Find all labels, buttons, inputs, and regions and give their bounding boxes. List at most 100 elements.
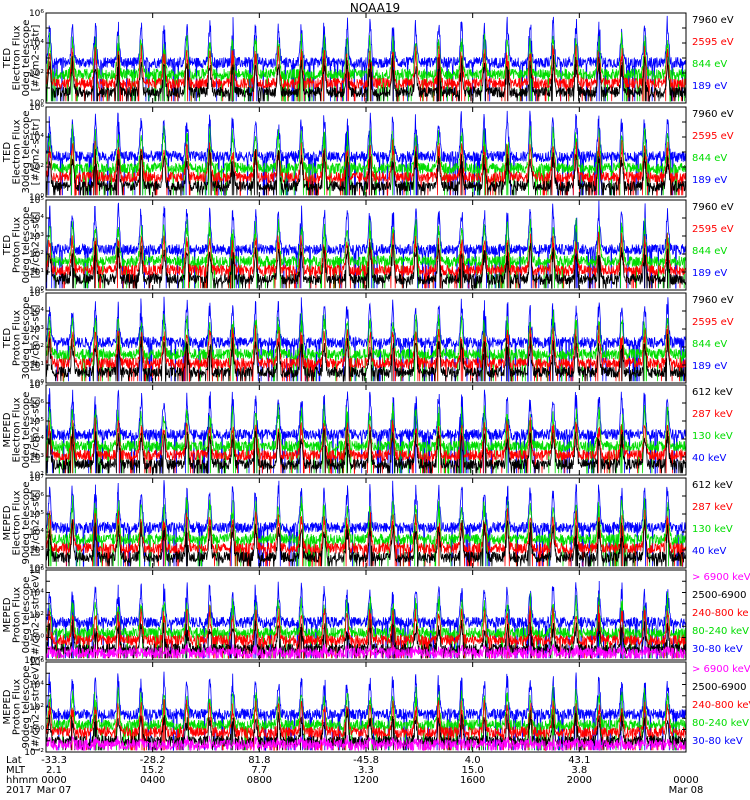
y-axis-label: MEPEDElectron Flux0deg telescope[#/cm2-s… xyxy=(2,392,42,469)
y-axis-label: TEDProton Flux30deg telescope[#/cm2-s-st… xyxy=(2,296,42,379)
y-tick-label: 10⁰ xyxy=(29,193,44,203)
y-tick-label: 10⁶ xyxy=(29,103,44,113)
x-axis-row-label: Lat xyxy=(6,755,22,766)
series-trace-1-2 xyxy=(46,32,686,102)
legend-entry: > 6900 keV xyxy=(692,572,750,583)
legend-entry: 240-800 keV xyxy=(692,700,750,711)
legend-entry: 130 keV xyxy=(692,524,733,535)
page-title: NOAA19 xyxy=(349,1,401,15)
y-tick-label: 10¹ xyxy=(29,361,44,371)
y-tick-label: 10² xyxy=(29,69,44,79)
y-tick-label: 10⁵ xyxy=(29,417,44,427)
legend-entry: > 6900 keV xyxy=(692,664,750,675)
series-trace-5-3 xyxy=(46,417,686,474)
legend-entry: 40 keV xyxy=(692,453,726,464)
legend-entry: 189 eV xyxy=(692,361,727,372)
y-tick-label: 10² xyxy=(29,471,44,481)
x-axis-value: 15.0 xyxy=(462,765,484,776)
legend-entry: 844 eV xyxy=(692,246,727,257)
series-trace-2-4 xyxy=(46,149,686,196)
y-tick-label: 10³ xyxy=(29,325,44,335)
x-axis-value: 81.8 xyxy=(248,755,270,766)
x-axis-value: 43.1 xyxy=(568,755,590,766)
series-trace-6-1 xyxy=(46,480,686,567)
series-trace-7-2 xyxy=(46,592,686,659)
y-tick-label: 10² xyxy=(29,703,44,713)
legend-entry: 7960 eV xyxy=(692,202,734,213)
series-trace-8-4 xyxy=(46,709,686,751)
y-tick-label: 10⁷ xyxy=(29,381,44,391)
y-tick-label: 10⁰ xyxy=(29,286,44,296)
legend-entry: 30-80 keV xyxy=(692,736,743,747)
y-tick-label: 10⁶ xyxy=(29,399,44,409)
y-tick-label: 10⁻² xyxy=(24,748,44,758)
y-tick-label: 10³ xyxy=(29,546,44,556)
series-trace-4-1 xyxy=(46,296,686,382)
y-tick-label: 10⁴ xyxy=(29,435,44,445)
series-trace-3-2 xyxy=(46,218,686,289)
y-tick-label: 10¹ xyxy=(29,268,44,278)
y-tick-label: 10⁰ xyxy=(29,726,44,736)
series-trace-3-1 xyxy=(46,200,686,289)
x-axis-value: 4.0 xyxy=(465,755,481,766)
x-axis-value: 0800 xyxy=(247,775,272,786)
x-axis-value: Mar 08 xyxy=(669,785,704,796)
legend-entry: 612 keV xyxy=(692,387,733,398)
legend-entry: 844 eV xyxy=(692,59,727,70)
legend-entry: 189 eV xyxy=(692,268,727,279)
x-axis-value: 0000 xyxy=(41,775,66,786)
y-tick-label: 10² xyxy=(29,163,44,173)
legend-entry: 240-800 ke xyxy=(692,608,749,619)
x-axis-row-label: 2017 xyxy=(6,785,31,796)
legend-entry: 2595 eV xyxy=(692,224,734,235)
legend-entry: 287 keV xyxy=(692,409,733,420)
y-tick-label: 10⁰ xyxy=(29,99,44,109)
y-axis-label: MEPEDProton Flux0deg telescope[#/cm2-s-s… xyxy=(2,571,42,659)
y-tick-label: 10⁵ xyxy=(29,289,44,299)
legend-entry: 2595 eV xyxy=(692,37,734,48)
y-tick-label: 10² xyxy=(29,564,44,574)
y-tick-label: 10⁴ xyxy=(29,214,44,224)
x-axis-row-label: hhmm xyxy=(6,775,38,786)
series-trace-7-1 xyxy=(46,580,686,659)
y-tick-label: 10⁰ xyxy=(29,634,44,644)
series-trace-4-4 xyxy=(46,334,686,382)
x-axis-value: -33.3 xyxy=(41,755,67,766)
x-axis-value: 7.7 xyxy=(251,765,267,776)
legend-entry: 30-80 keV xyxy=(692,644,743,655)
y-tick-label: 10⁰ xyxy=(29,379,44,389)
legend-entry: 844 eV xyxy=(692,339,727,350)
legend-entry: 80-240 keV xyxy=(692,626,749,637)
y-tick-label: 10³ xyxy=(29,232,44,242)
x-axis-value: -28.2 xyxy=(140,755,166,766)
series-trace-5-2 xyxy=(46,402,686,474)
legend-entry: 2595 eV xyxy=(692,317,734,328)
series-trace-2-2 xyxy=(46,124,686,196)
y-tick-label: 10⁴ xyxy=(29,39,44,49)
legend-entry: 2500-6900 xyxy=(692,682,747,693)
series-trace-6-3 xyxy=(46,508,686,567)
legend-entry: 130 keV xyxy=(692,431,733,442)
series-trace-5-4 xyxy=(46,426,686,474)
x-axis-value: Mar 07 xyxy=(37,785,72,796)
x-axis-row-label: MLT xyxy=(6,765,26,776)
y-axis-label: TEDProton Flux0deg telescope[#/cm2-s-str… xyxy=(2,207,42,284)
y-tick-label: 10⁴ xyxy=(29,528,44,538)
legend-entry: 7960 eV xyxy=(692,109,734,120)
y-tick-label: 10⁶ xyxy=(29,658,44,668)
y-axis-label: TEDElectron Flux0deg telescope[#/cm2-s-s… xyxy=(2,20,42,97)
y-tick-label: 10⁵ xyxy=(29,510,44,520)
legend-entry: 189 eV xyxy=(692,175,727,186)
legend-entry: 2595 eV xyxy=(692,131,734,142)
series-trace-4-2 xyxy=(46,309,686,382)
legend-entry: 2500-6900 xyxy=(692,590,747,601)
legend-entry: 189 eV xyxy=(692,81,727,92)
series-trace-1-4 xyxy=(46,54,686,102)
y-tick-label: 10² xyxy=(29,250,44,260)
x-axis-value: 3.8 xyxy=(571,765,587,776)
y-tick-label: 10⁶ xyxy=(29,9,44,19)
